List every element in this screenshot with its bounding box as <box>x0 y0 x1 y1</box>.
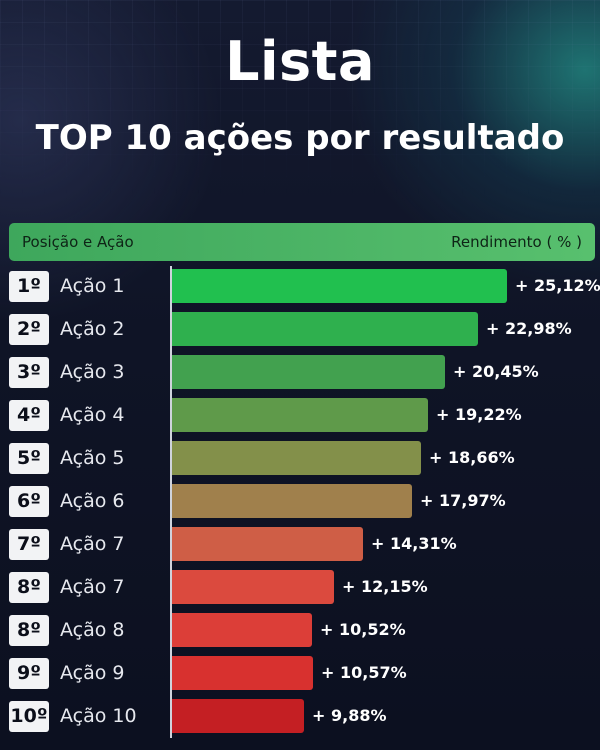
stock-name: Ação 3 <box>60 361 125 383</box>
yield-bar <box>172 656 313 690</box>
yield-bar <box>172 484 412 518</box>
header-position-label: Posição e Ação <box>22 233 134 251</box>
yield-value-label: + 22,98% <box>486 319 572 338</box>
background-grid-pattern <box>0 0 600 200</box>
yield-bar <box>172 269 507 303</box>
yield-bar <box>172 699 304 733</box>
yield-value-label: + 17,97% <box>420 491 506 510</box>
rank-badge: 8º <box>9 615 49 646</box>
chart-axis-line <box>170 266 172 738</box>
rank-badge: 5º <box>9 443 49 474</box>
yield-bar <box>172 398 428 432</box>
yield-bar <box>172 441 421 475</box>
rank-badge: 4º <box>9 400 49 431</box>
header-yield-label: Rendimento ( % ) <box>451 233 582 251</box>
rank-badge: 2º <box>9 314 49 345</box>
yield-bar <box>172 570 334 604</box>
yield-value-label: + 10,52% <box>320 620 406 639</box>
yield-value-label: + 25,12% <box>515 276 600 295</box>
rank-badge: 1º <box>9 271 49 302</box>
stock-name: Ação 1 <box>60 275 125 297</box>
rank-badge: 3º <box>9 357 49 388</box>
stock-name: Ação 7 <box>60 533 125 555</box>
yield-value-label: + 9,88% <box>312 706 387 725</box>
stock-name: Ação 5 <box>60 447 125 469</box>
yield-value-label: + 12,15% <box>342 577 428 596</box>
yield-value-label: + 19,22% <box>436 405 522 424</box>
yield-value-label: + 18,66% <box>429 448 515 467</box>
yield-bar <box>172 527 363 561</box>
rank-badge: 10º <box>9 701 49 732</box>
stock-name: Ação 2 <box>60 318 125 340</box>
page-title: Lista <box>225 30 375 93</box>
stock-name: Ação 8 <box>60 619 125 641</box>
table-header-bar: Posição e Ação Rendimento ( % ) <box>9 223 595 261</box>
stock-name: Ação 10 <box>60 705 137 727</box>
rank-badge: 9º <box>9 658 49 689</box>
chart-subtitle: TOP 10 ações por resultado <box>35 118 565 158</box>
rank-badge: 6º <box>9 486 49 517</box>
rank-badge: 7º <box>9 529 49 560</box>
yield-value-label: + 20,45% <box>453 362 539 381</box>
yield-value-label: + 14,31% <box>371 534 457 553</box>
yield-bar <box>172 613 312 647</box>
stock-name: Ação 7 <box>60 576 125 598</box>
yield-bar <box>172 355 445 389</box>
yield-value-label: + 10,57% <box>321 663 407 682</box>
yield-bar <box>172 312 478 346</box>
rank-badge: 8º <box>9 572 49 603</box>
stock-name: Ação 9 <box>60 662 125 684</box>
stock-name: Ação 6 <box>60 490 125 512</box>
stock-name: Ação 4 <box>60 404 125 426</box>
